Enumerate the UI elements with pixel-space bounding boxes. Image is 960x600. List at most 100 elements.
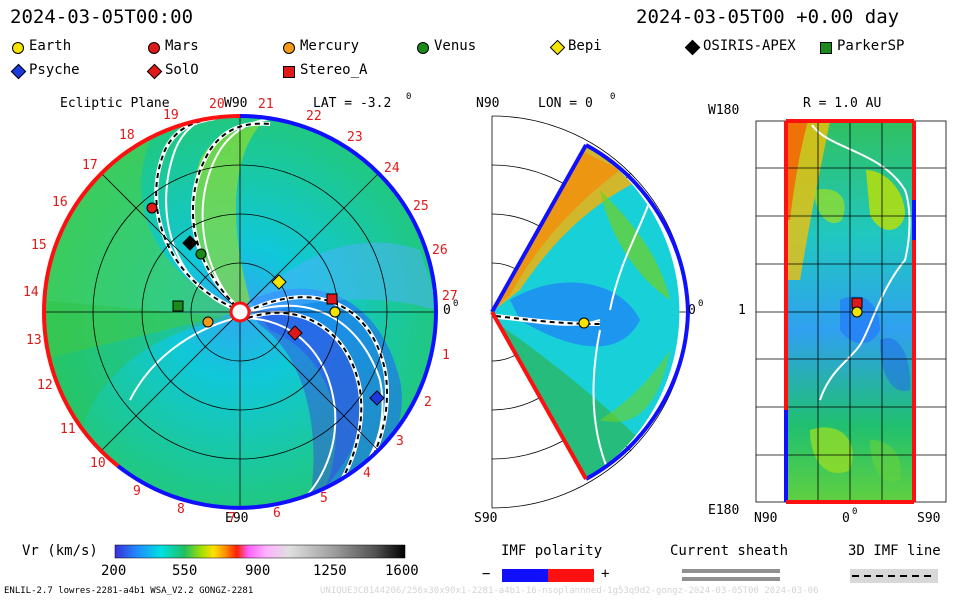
ecliptic-top-label: W90 [224,96,248,111]
colorbar-label: Vr (km/s) [22,543,98,559]
rotation-number: 24 [384,161,400,176]
colorbar-tick: 1250 [313,563,347,579]
sphere-x-mid-degree: 0 [852,507,858,517]
latitude-label: LAT = -3.2 [313,96,392,111]
sphere-map-panel [755,119,947,504]
sphere-x-left-label: N90 [754,511,778,526]
rotation-number: 21 [258,97,274,112]
parkersp-marker [172,300,184,312]
sphere-mid-label: 1 [738,303,746,318]
legend-label: SolO [165,62,199,78]
sphere-x-right-label: S90 [917,511,941,526]
rotation-number: 20 [209,97,225,112]
rotation-number: 22 [306,109,322,124]
rotation-number: 3 [396,434,404,449]
sphere-title: R = 1.0 AU [803,96,882,111]
square-marker-icon [283,66,295,78]
rotation-number: 16 [52,195,68,210]
sphere-bottom-left-label: E180 [708,503,740,518]
meridional-edge-north [490,144,588,313]
sphere-x-mid-label: 0 [842,511,850,526]
rotation-number: 10 [90,456,106,471]
meridional-edge-south [490,311,588,480]
legend-label: Stereo_A [300,62,368,78]
legend-label: Bepi [568,38,602,54]
legend-label: Mars [165,38,199,54]
ecliptic-rim [41,114,438,510]
legend-label: ParkerSP [837,38,905,54]
stereo-a-marker [326,293,338,305]
latitude-degree: 0 [406,92,412,102]
ecliptic-objects [146,202,385,406]
rotation-number: 27 [442,289,458,304]
run-id-watermark: UNIQUE3C8144206/256x30x90x1-2281-a4b1-16… [320,586,819,596]
rotation-number: 8 [177,502,185,517]
mercury-marker [202,316,214,328]
colorbar-tick: 900 [245,563,271,579]
rotation-number: 7 [228,511,236,526]
rotation-number: 15 [31,238,47,253]
longitude-degree: 0 [610,92,616,102]
earth-marker-meridional [578,317,590,329]
rotation-number: 2 [424,395,432,410]
rotation-number: 14 [23,285,39,300]
rotation-number: 19 [163,108,179,123]
rotation-number: 6 [273,506,281,521]
rotation-number: 23 [347,130,363,145]
imf-plus-sign: + [601,566,610,582]
sphere-top-left-label: W180 [708,103,740,118]
current-sheath-swatch-upper [682,569,780,573]
current-sheath-title: Current sheath [670,543,789,559]
model-footer: ENLIL-2.7 lowres-2281-a4b1 WSA_V2.2 GONG… [4,586,254,596]
meridional-structures [492,145,670,479]
rotation-number: 11 [60,422,76,437]
rotation-number: 25 [413,199,429,214]
velocity-colorbar [114,544,406,559]
rotation-number: 12 [37,378,53,393]
ecliptic-right-label: 0 [443,303,451,318]
meridional-bottom-label: S90 [474,511,498,526]
ecliptic-grid [44,116,436,508]
imf-polarity-title: IMF polarity [501,543,603,559]
ecliptic-bottom-label: E90 [225,511,249,526]
colorbar-tick: 1600 [385,563,419,579]
osiris-apex-marker [182,235,198,251]
meridional-plane-panel [490,115,691,509]
imf-minus-sign: − [482,566,491,582]
circle-marker-icon [283,42,295,54]
ecliptic-plane-panel [41,114,438,510]
psyche-marker [369,390,385,406]
square-marker-icon [820,42,832,54]
rotation-number: 26 [432,243,448,258]
solo-marker [287,325,303,341]
meridional-right-degree: 0 [698,299,704,309]
ecliptic-title: Ecliptic Plane [60,96,170,111]
left-timestamp: 2024-03-05T00:00 [10,6,194,28]
colorbar-tick: 550 [172,563,198,579]
imf-line-title: 3D IMF line [848,543,941,559]
circle-marker-icon [148,42,160,54]
rotation-number: 9 [133,484,141,499]
bepi-marker [271,274,287,290]
earth-marker [329,306,341,318]
rotation-number: 1 [442,348,450,363]
mars-marker [146,202,158,214]
legend-label: Earth [29,38,72,54]
meridional-top-label: N90 [476,96,500,111]
meridional-right-label: 0 [688,303,696,318]
sun-icon [229,301,251,323]
current-sheath-swatch-lower [682,577,780,581]
legend-label: OSIRIS-APEX [703,38,796,54]
rotation-number: 18 [119,128,135,143]
circle-marker-icon [12,42,24,54]
rotation-number: 13 [26,333,42,348]
sphere-polarity-border [784,119,916,504]
longitude-label: LON = 0 [538,96,593,111]
imf-negative-swatch [502,569,548,582]
circle-marker-icon [417,42,429,54]
imf-positive-swatch [548,569,594,582]
ecliptic-right-degree: 0 [453,299,459,309]
venus-marker [195,248,207,260]
colorbar-tick: 200 [101,563,127,579]
